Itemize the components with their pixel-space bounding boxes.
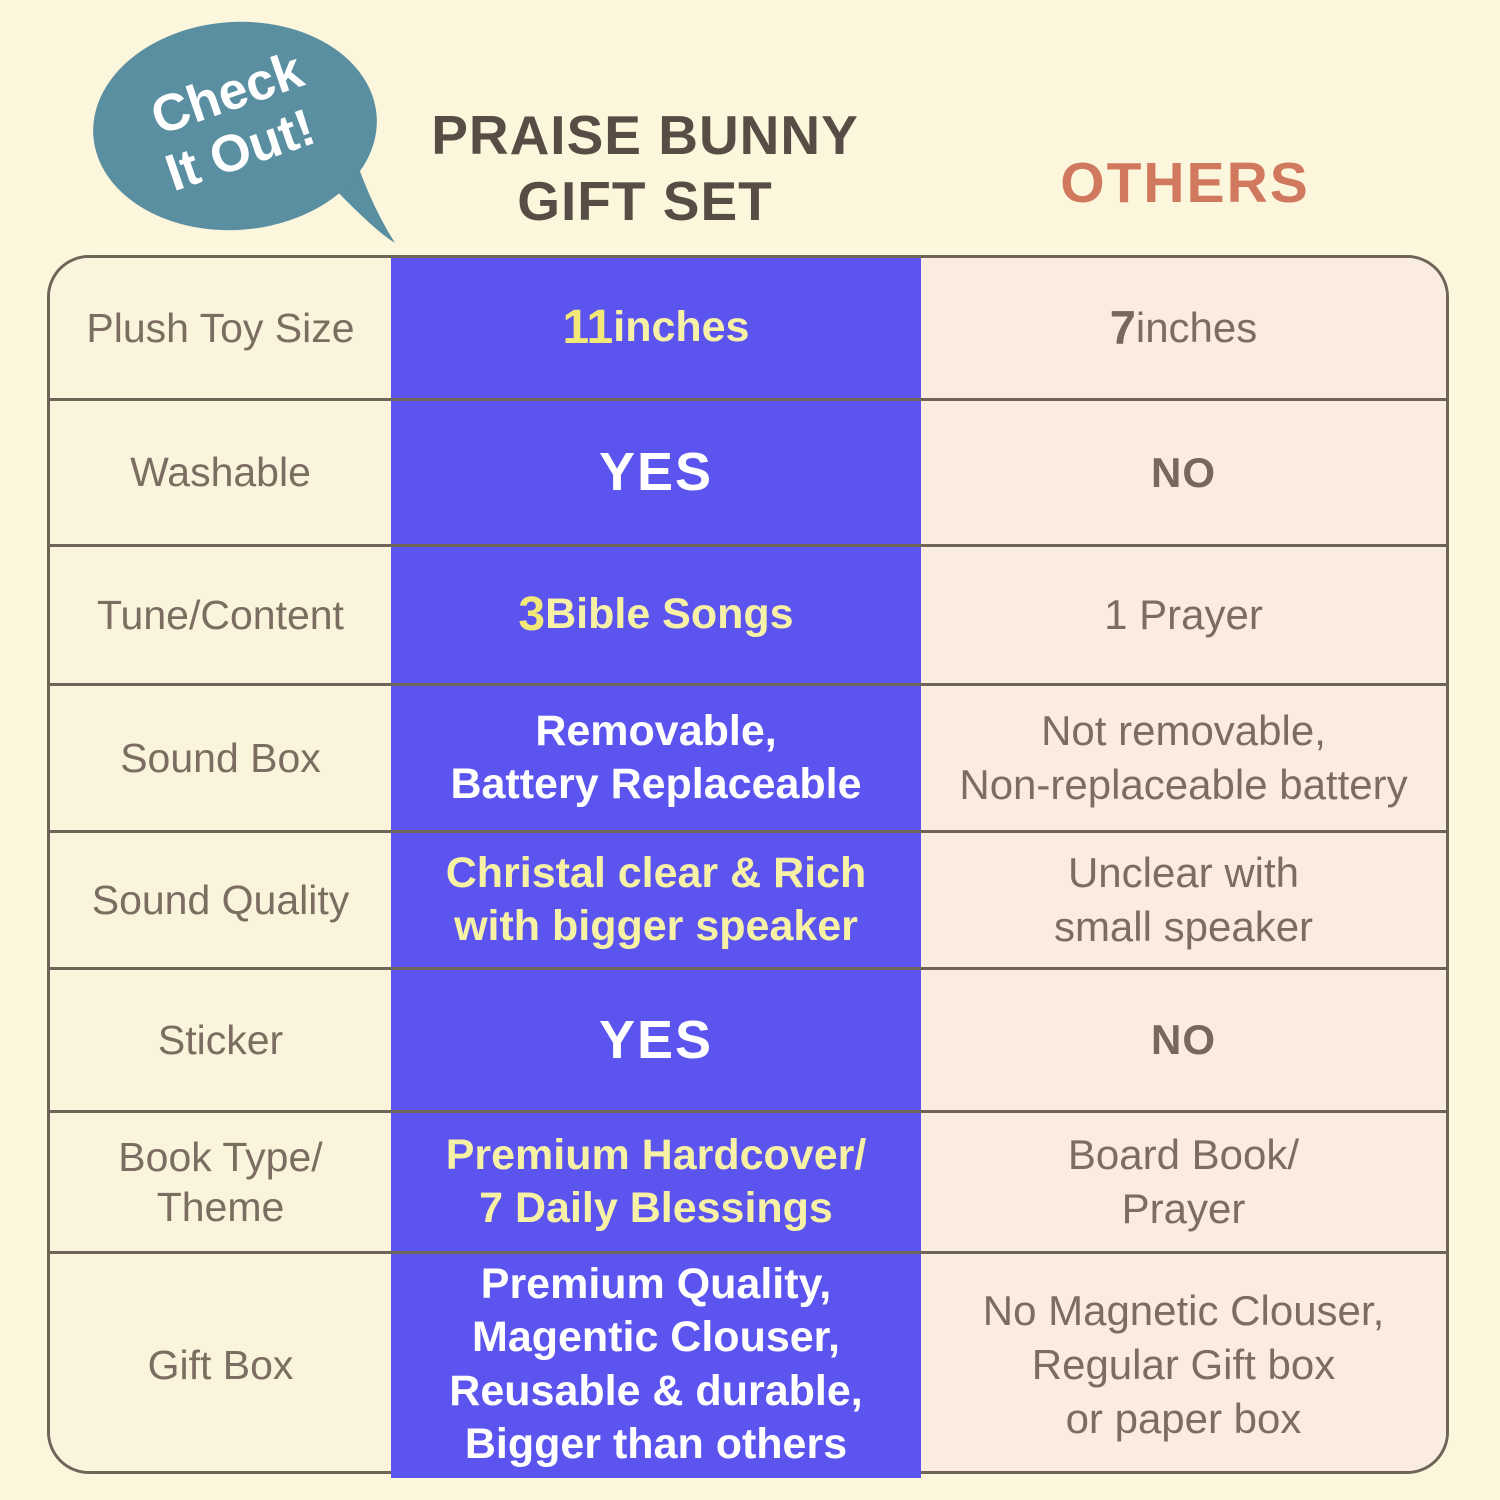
- others-value-segment: Not removable, Non-replaceable battery: [959, 707, 1408, 808]
- others-value-segment: inches: [1135, 304, 1258, 352]
- product-value-cell: 3 Bible Songs: [391, 547, 921, 683]
- table-row: Gift Box Premium Quality, Magentic Clouse…: [50, 1251, 1446, 1471]
- others-value-segment: NO: [1151, 448, 1216, 496]
- table-row: Washable YES NO: [50, 398, 1446, 544]
- others-value-segment: Board Book/ Prayer: [1067, 1131, 1300, 1232]
- others-value-cell: NO: [921, 401, 1446, 544]
- feature-label: Gift Box: [147, 1341, 294, 1388]
- product-value-cell: 11 inches: [391, 258, 921, 398]
- product-value-segment: Christal clear & Rich with bigger speake…: [445, 848, 867, 950]
- feature-label: Sticker: [157, 1016, 284, 1063]
- feature-label: Washable: [130, 449, 311, 496]
- feature-label: Plush Toy Size: [86, 304, 355, 351]
- feature-label-cell: Washable: [50, 401, 391, 544]
- check-it-out-badge: Check It Out!: [93, 21, 395, 243]
- speech-bubble: [93, 21, 377, 231]
- feature-label-cell: Sound Box: [50, 686, 391, 830]
- feature-label-cell: Book Type/ Theme: [50, 1113, 391, 1251]
- product-value-segment: Removable, Battery Replaceable: [450, 706, 862, 808]
- table-row: Plush Toy Size 11 inches 7 inches: [50, 258, 1446, 398]
- product-value-cell: YES: [391, 401, 921, 544]
- others-value-segment: Unclear with small speaker: [1053, 849, 1314, 950]
- others-column-title: OTHERS: [1060, 151, 1310, 215]
- others-value-cell: Board Book/ Prayer: [921, 1113, 1446, 1251]
- product-value-cell: Removable, Battery Replaceable: [391, 686, 921, 830]
- product-value-cell: Premium Hardcover/ 7 Daily Blessings: [391, 1113, 921, 1251]
- others-value-cell: Not removable, Non-replaceable battery: [921, 686, 1446, 830]
- others-value-cell: 1 Prayer: [921, 547, 1446, 683]
- table-row: Sound Box Removable, Battery Replaceable N…: [50, 683, 1446, 830]
- product-column-overhang: [391, 1468, 921, 1478]
- product-value-segment: YES: [598, 442, 714, 503]
- product-value-segment: 11: [562, 301, 614, 355]
- comparison-table: Plush Toy Size 11 inches 7 inches Washable Y…: [47, 255, 1449, 1474]
- feature-label-cell: Sound Quality: [50, 833, 391, 967]
- others-value-cell: 7 inches: [921, 258, 1446, 398]
- product-value-cell: YES: [391, 970, 921, 1110]
- feature-label-cell: Gift Box: [50, 1254, 391, 1471]
- feature-label-cell: Sticker: [50, 970, 391, 1110]
- product-value-segment: Premium Hardcover/ 7 Daily Blessings: [445, 1130, 867, 1232]
- table-row: Tune/Content 3 Bible Songs 1 Prayer: [50, 544, 1446, 683]
- others-value-segment: No Magnetic Clouser, Regular Gift box or…: [982, 1287, 1385, 1442]
- product-value-cell: Christal clear & Rich with bigger speake…: [391, 833, 921, 967]
- others-value-cell: NO: [921, 970, 1446, 1110]
- others-value-segment: NO: [1151, 1016, 1216, 1064]
- product-value-cell: Premium Quality, Magentic Clouser, Reusa…: [391, 1254, 921, 1471]
- feature-label-cell: Plush Toy Size: [50, 258, 391, 398]
- others-value-segment: 7: [1109, 300, 1136, 354]
- others-value-cell: Unclear with small speaker: [921, 833, 1446, 967]
- product-value-segment: 3: [518, 588, 546, 642]
- product-value-segment: inches: [613, 303, 750, 352]
- feature-label: Book Type/ Theme: [118, 1133, 323, 1230]
- feature-label: Tune/Content: [97, 591, 344, 638]
- product-value-segment: Bible Songs: [545, 590, 794, 639]
- product-column-title: PRAISE BUNNY GIFT SET: [431, 104, 859, 232]
- others-value-segment: 1 Prayer: [1104, 591, 1263, 639]
- table-row: Book Type/ Theme Premium Hardcover/ 7 Dai…: [50, 1110, 1446, 1251]
- product-value-segment: Premium Quality, Magentic Clouser, Reusa…: [449, 1260, 863, 1468]
- table-row: Sound Quality Christal clear & Rich with …: [50, 830, 1446, 967]
- feature-label-cell: Tune/Content: [50, 547, 391, 683]
- feature-label: Sound Box: [120, 734, 321, 781]
- product-value-segment: YES: [598, 1009, 714, 1070]
- feature-label: Sound Quality: [91, 876, 350, 923]
- table-row: Sticker YES NO: [50, 967, 1446, 1110]
- others-value-cell: No Magnetic Clouser, Regular Gift box or…: [921, 1254, 1446, 1471]
